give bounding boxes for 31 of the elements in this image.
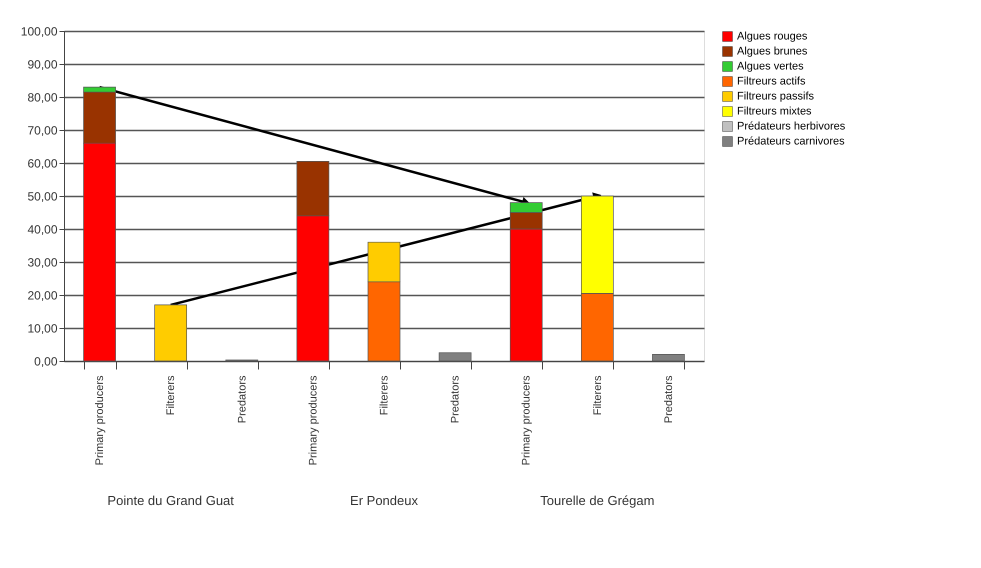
x-tick-label: Primary producers	[94, 375, 106, 466]
legend-label: Prédateurs herbivores	[737, 120, 846, 132]
legend-label: Algues vertes	[737, 60, 804, 72]
x-tick-label: Filterers	[378, 375, 390, 416]
y-tick-label: 20,00	[27, 288, 58, 302]
y-tick-label: 10,00	[27, 322, 58, 336]
y-tick-label: 50,00	[27, 190, 58, 204]
legend-label: Algues rouges	[737, 30, 808, 42]
y-tick-label: 0,00	[34, 354, 58, 368]
legend-label: Prédateurs carnivores	[737, 136, 846, 148]
text: Pointe du Grand Guat	[107, 493, 234, 508]
x-tick-label: Filterers	[165, 375, 178, 416]
legend-label: Filtreurs passifs	[737, 90, 815, 102]
y-tick-label: 40,00	[27, 222, 58, 236]
text: Tourelle de Grégam	[540, 493, 654, 508]
text: Er Pondeux	[350, 493, 418, 508]
x-tick-label: Primary producers	[307, 375, 320, 466]
y-tick-label: 60,00	[27, 156, 58, 170]
legend-label: Filtreurs actifs	[737, 76, 806, 88]
x-tick-label: Predators	[450, 375, 462, 424]
x-tick-label: Filterers	[592, 375, 604, 416]
y-tick-label: 80,00	[27, 90, 58, 104]
legend-label: Filtreurs mixtes	[737, 106, 812, 118]
y-tick-label: 100,00	[20, 24, 58, 38]
legend-label: Algues brunes	[737, 46, 808, 58]
x-tick-label: Predators	[662, 375, 675, 424]
x-tick-label: Predators	[236, 375, 248, 424]
y-tick-label: 30,00	[27, 256, 58, 270]
y-tick-label: 90,00	[27, 58, 58, 72]
y-tick-label: 70,00	[27, 124, 58, 138]
x-tick-label: Primary producers	[520, 375, 533, 466]
